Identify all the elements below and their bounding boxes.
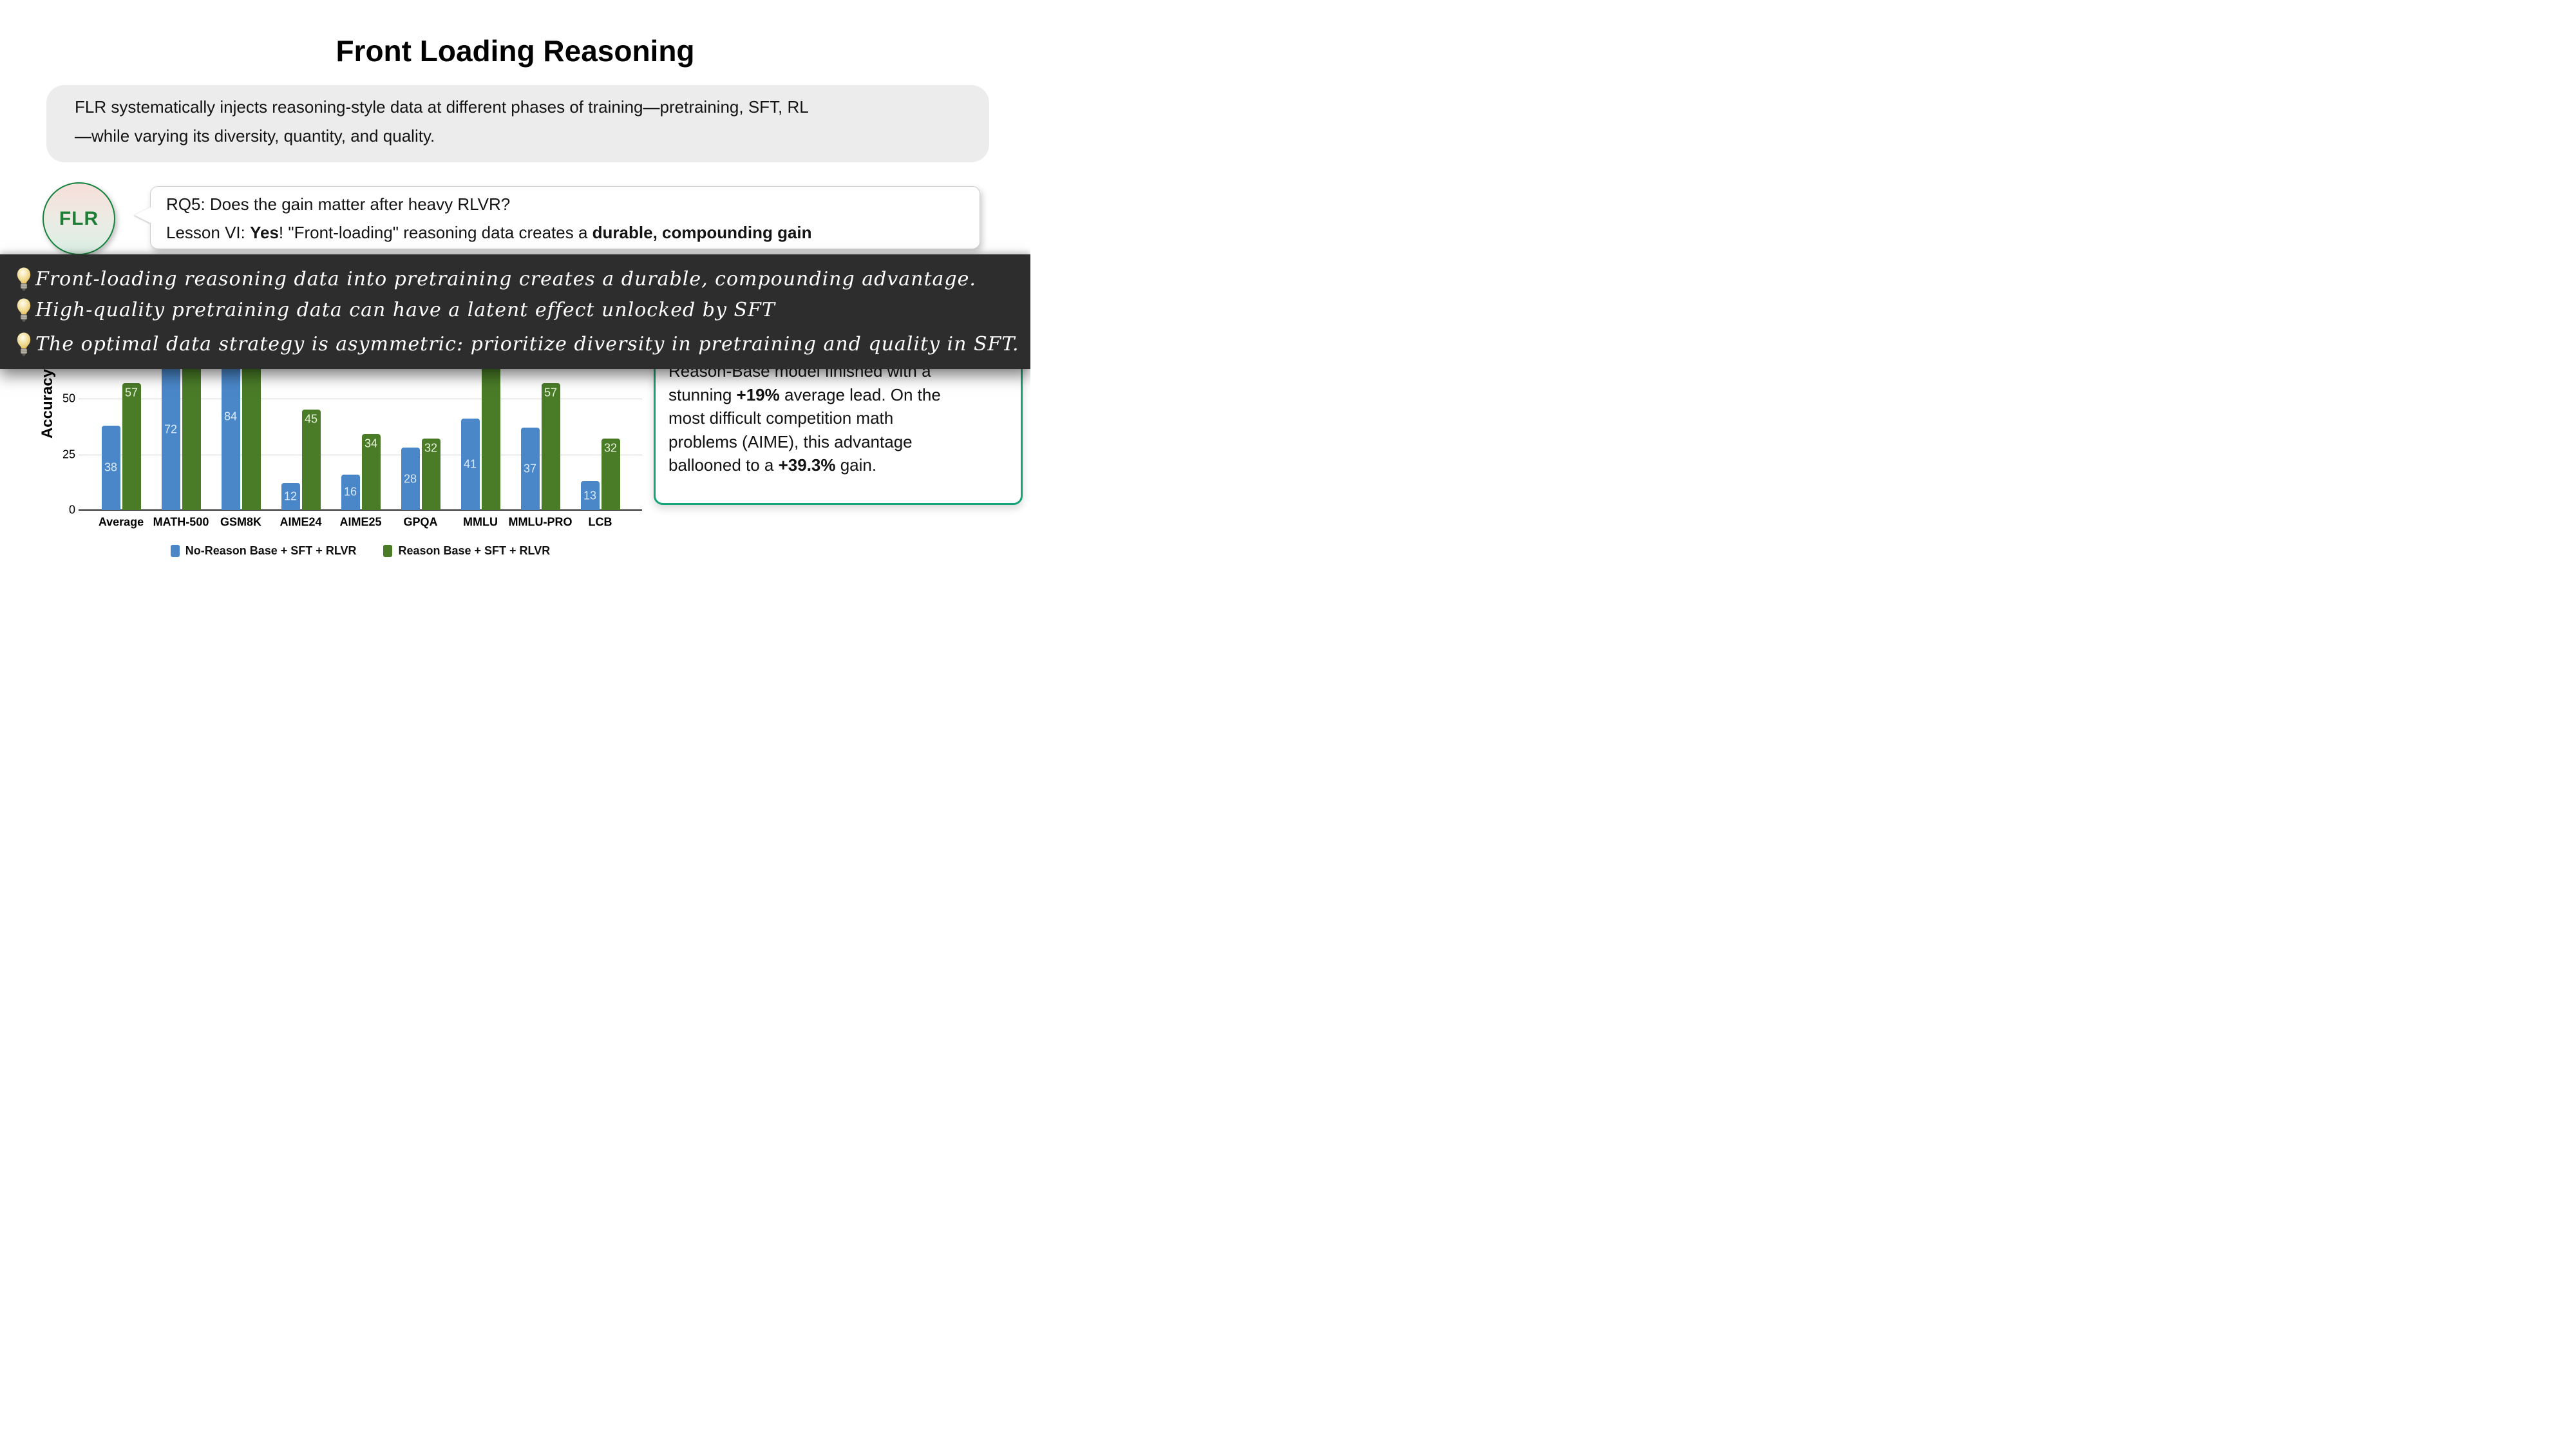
- flr-badge-label: FLR: [59, 207, 99, 229]
- bar-blue: [401, 448, 420, 510]
- bar-blue: [281, 483, 300, 510]
- intro-line-2: —while varying its diversity, quantity, …: [75, 126, 435, 146]
- legend-item: Reason Base + SFT + RLVR: [383, 544, 550, 558]
- x-category-label: LCB: [588, 515, 612, 529]
- text-run: most difficult competition math: [668, 408, 894, 428]
- bar-green: [541, 383, 560, 510]
- legend-swatch: [383, 545, 393, 557]
- result-line: most difficult competition math: [668, 406, 1009, 430]
- bar-value-label: 13: [583, 489, 597, 502]
- bar-value-label: 32: [603, 441, 618, 455]
- text-run: problems (AIME), this advantage: [668, 431, 913, 451]
- insight-item: High-quality pretraining data can have a…: [17, 297, 775, 323]
- lightbulb-icon: [17, 298, 31, 321]
- bar-green: [481, 345, 500, 510]
- lightbulb-icon: [17, 332, 31, 355]
- bar-blue: [460, 419, 480, 510]
- bar-value-label: 57: [124, 386, 138, 399]
- bar-value-label: 84: [223, 410, 238, 423]
- bar-green: [421, 439, 440, 510]
- bar-value-label: 57: [544, 386, 558, 399]
- text-run: +19%: [736, 384, 780, 404]
- bar-value-label: 32: [424, 441, 438, 455]
- bar-chart: Accuracy No-Reason Base + SFT + RLVR Reas…: [0, 0, 1030, 580]
- x-category-label: MMLU: [463, 515, 498, 529]
- insight-item: Front-loading reasoning data into pretra…: [17, 266, 976, 292]
- bubble-line-1: RQ5: Does the gain matter after heavy RL…: [166, 194, 511, 214]
- legend-item: No-Reason Base + SFT + RLVR: [170, 544, 357, 558]
- x-category-label: AIME25: [339, 515, 382, 529]
- bar-value-label: 41: [463, 457, 477, 471]
- bar-value-label: 37: [523, 462, 537, 475]
- text-run: ! "Front-loading" reasoning data creates…: [278, 223, 592, 242]
- insight-item: The optimal data strategy is asymmetric:…: [17, 331, 1019, 357]
- bar-blue: [161, 349, 180, 510]
- bar-green: [242, 345, 261, 510]
- bubble-line-2: Lesson VI: Yes! "Front-loading" reasonin…: [166, 218, 980, 247]
- bar-value-label: 16: [343, 485, 357, 498]
- y-tick-label: 25: [62, 448, 75, 460]
- x-category-label: MMLU-PRO: [508, 515, 573, 529]
- bar-blue: [341, 474, 360, 510]
- bar-green: [122, 383, 141, 510]
- x-axis-line: [79, 509, 642, 511]
- text-run: ballooned to a: [668, 455, 779, 475]
- intro-box: FLR systematically injects reasoning-sty…: [46, 85, 989, 162]
- text-run: durable, compounding gain: [592, 223, 812, 242]
- text-run: stunning: [668, 384, 737, 404]
- speech-bubble: RQ5: Does the gain matter after heavy RL…: [135, 186, 980, 249]
- x-category-label: MATH-500: [153, 515, 209, 529]
- bar-value-label: 28: [403, 472, 417, 486]
- bar-value-label: 12: [283, 489, 298, 503]
- bar-green: [301, 410, 321, 510]
- text-run: gain.: [835, 455, 877, 475]
- legend-swatch: [170, 545, 180, 557]
- result-box: Reason-Base model finished with a stunnin…: [654, 348, 1023, 505]
- text-run: Yes: [250, 223, 279, 242]
- bar-green: [182, 345, 201, 510]
- bar-value-label: 45: [304, 412, 318, 426]
- legend-label: No-Reason Base + SFT + RLVR: [185, 544, 357, 557]
- bar-blue: [101, 425, 120, 510]
- x-category-label: GSM8K: [220, 515, 262, 529]
- bar-value-label: 34: [364, 437, 378, 450]
- bubble-tail-icon: [135, 207, 151, 223]
- chart-legend: No-Reason Base + SFT + RLVR Reason Base +…: [79, 544, 642, 558]
- y-tick-label: 50: [62, 392, 75, 405]
- insights-banner: Front-loading reasoning data into pretra…: [0, 254, 1030, 369]
- bar-value-label: 38: [104, 460, 118, 474]
- bar-green: [361, 434, 381, 510]
- insight-text: High-quality pretraining data can have a…: [35, 298, 775, 321]
- bar-green: [601, 439, 620, 510]
- text-run: +39.3%: [778, 455, 836, 475]
- x-category-label: AIME24: [279, 515, 322, 529]
- text-run: average lead. On the: [779, 384, 941, 404]
- y-tick-label: 0: [68, 503, 75, 516]
- bar-blue: [520, 427, 540, 510]
- intro-line-1: FLR systematically injects reasoning-sty…: [75, 97, 809, 117]
- legend-label: Reason Base + SFT + RLVR: [398, 544, 551, 557]
- page-title: Front Loading Reasoning: [336, 34, 695, 68]
- x-category-label: GPQA: [403, 515, 438, 529]
- lightbulb-icon: [17, 267, 31, 290]
- slide: Front Loading Reasoning FLR systematical…: [0, 0, 1030, 580]
- bar-blue: [580, 481, 600, 510]
- bar-value-label: 72: [164, 422, 178, 436]
- text-run: Lesson VI:: [166, 223, 251, 242]
- result-line: ballooned to a +39.3% gain.: [668, 453, 1009, 477]
- result-line: problems (AIME), this advantage: [668, 430, 1009, 454]
- insight-text: The optimal data strategy is asymmetric:…: [35, 332, 1019, 355]
- flr-badge: FLR: [43, 182, 115, 255]
- insight-text: Front-loading reasoning data into pretra…: [35, 267, 976, 290]
- x-category-label: Average: [98, 515, 144, 529]
- result-line: stunning +19% average lead. On the: [668, 383, 1009, 407]
